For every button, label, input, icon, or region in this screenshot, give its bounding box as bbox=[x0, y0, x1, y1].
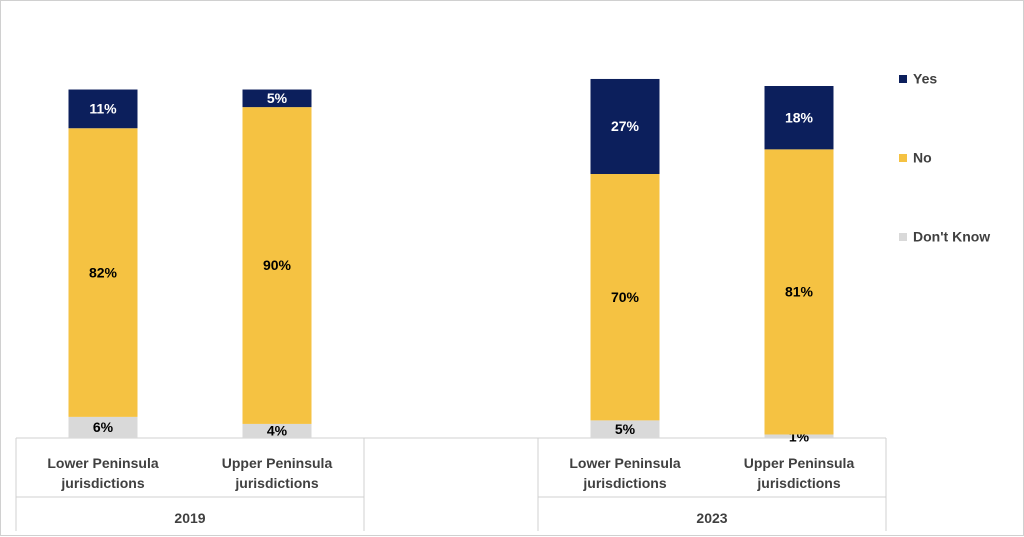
data-label-don-t-know-0: 6% bbox=[93, 419, 114, 435]
legend-label-don-t-know: Don't Know bbox=[913, 229, 990, 245]
data-label-no-1: 90% bbox=[263, 257, 292, 273]
bar-don-t-know-2 bbox=[590, 420, 660, 438]
legend-swatch-no bbox=[899, 154, 907, 162]
bar-don-t-know-3 bbox=[764, 434, 834, 438]
legend-label-no: No bbox=[913, 150, 932, 166]
bar-no-1 bbox=[242, 107, 312, 424]
bar-yes-2 bbox=[590, 78, 660, 174]
legend-swatch-yes bbox=[899, 75, 907, 83]
data-label-no-3: 81% bbox=[785, 284, 814, 300]
bars: 6%82%11%4%90%5%5%70%27%1%81%18% bbox=[68, 78, 834, 445]
category-labels: Lower Peninsula jurisdictions Upper Penins… bbox=[47, 455, 854, 491]
bar-no-2 bbox=[590, 174, 660, 421]
category-label-2: Lower Peninsula jurisdictions bbox=[569, 455, 680, 491]
group-labels: 2019 2023 bbox=[174, 510, 727, 526]
bar-no-0 bbox=[68, 128, 138, 417]
bar-don-t-know-1 bbox=[242, 423, 312, 438]
data-label-yes-1: 5% bbox=[267, 90, 288, 106]
data-label-don-t-know-2: 5% bbox=[615, 421, 636, 437]
bar-no-3 bbox=[764, 149, 834, 435]
data-label-yes-0: 11% bbox=[89, 101, 117, 117]
legend-swatch-don-t-know bbox=[899, 233, 907, 241]
bar-yes-3 bbox=[764, 86, 834, 150]
category-label-1: Upper Peninsula jurisdictions bbox=[222, 455, 333, 491]
group-label-2019: 2019 bbox=[174, 510, 205, 526]
data-label-don-t-know-1: 4% bbox=[267, 423, 288, 439]
bar-don-t-know-0 bbox=[68, 416, 138, 438]
data-label-no-0: 82% bbox=[89, 264, 118, 280]
data-label-yes-2: 27% bbox=[611, 118, 640, 134]
category-label-3: Upper Peninsula jurisdictions bbox=[744, 455, 855, 491]
data-label-yes-3: 18% bbox=[785, 109, 814, 125]
legend-label-yes: Yes bbox=[913, 71, 937, 87]
group-label-2023: 2023 bbox=[696, 510, 727, 526]
category-label-0: Lower Peninsula jurisdictions bbox=[47, 455, 158, 491]
bar-yes-0 bbox=[68, 89, 138, 129]
bar-yes-1 bbox=[242, 89, 312, 108]
category-axis-lines bbox=[15, 437, 887, 531]
legend: Yes No Don't Know bbox=[899, 71, 990, 245]
data-label-no-2: 70% bbox=[611, 289, 640, 305]
